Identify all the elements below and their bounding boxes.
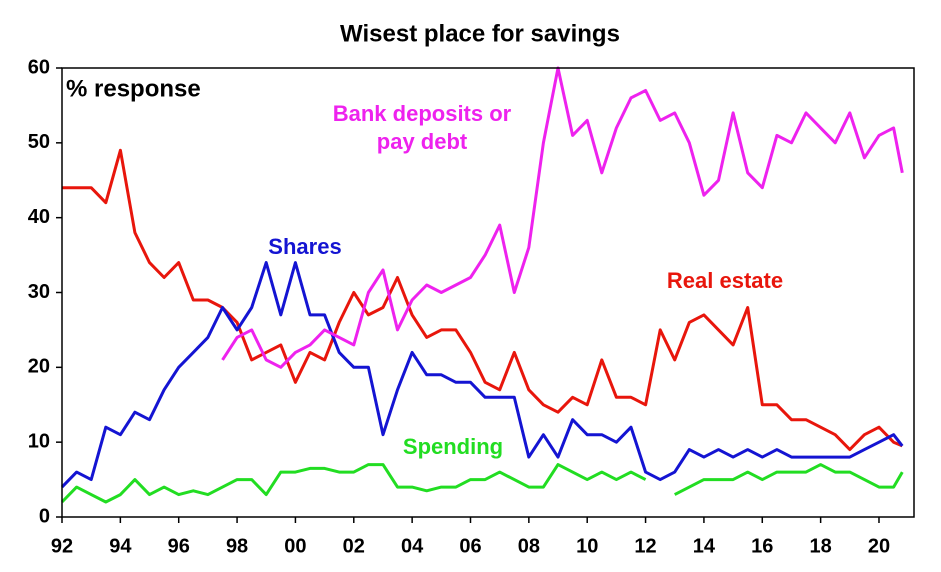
x-tick-label: 10: [576, 535, 598, 557]
x-tick-label: 14: [693, 535, 716, 557]
x-tick-label: 92: [51, 535, 73, 557]
series-line: [60, 463, 904, 504]
series-label-box: Bank deposits or pay debt: [332, 101, 512, 154]
series-label: Bank deposits or pay debt: [332, 101, 512, 154]
series-label-box: Real estate: [666, 268, 784, 293]
chart-title: Wisest place for savings: [340, 20, 620, 47]
y-tick-label: 60: [28, 56, 50, 78]
x-tick-label: 20: [868, 535, 890, 557]
y-tick-label: 50: [28, 131, 50, 153]
plot-frame: [61, 67, 915, 518]
x-tick-label: 16: [751, 535, 773, 557]
y-tick-label: 40: [28, 206, 50, 228]
series-label-box: Shares: [268, 234, 342, 259]
series-label: Real estate: [666, 268, 784, 293]
series-label-box: Spending: [402, 434, 504, 459]
y-tick-label: 0: [39, 505, 50, 527]
x-tick-label: 02: [343, 535, 365, 557]
series-line: [60, 261, 904, 489]
series-line: [221, 66, 904, 369]
x-tick-label: 94: [109, 535, 132, 557]
series-label: Spending: [402, 434, 504, 459]
series-label: Shares: [268, 234, 342, 259]
series-line: [62, 148, 903, 452]
x-tick-label: 18: [810, 535, 832, 557]
x-tick-label: 06: [459, 535, 481, 557]
x-tick-label: 98: [226, 535, 248, 557]
x-tick-label: 96: [168, 535, 190, 557]
y-tick-label: 30: [28, 281, 50, 303]
x-tick-label: 00: [284, 535, 306, 557]
y-tick-label: 10: [28, 430, 50, 452]
y-axis-label: % response: [66, 75, 201, 102]
x-tick-label: 08: [518, 535, 540, 557]
y-tick-label: 20: [28, 356, 50, 378]
x-tick-label: 04: [401, 535, 424, 557]
x-tick-label: 12: [634, 535, 656, 557]
